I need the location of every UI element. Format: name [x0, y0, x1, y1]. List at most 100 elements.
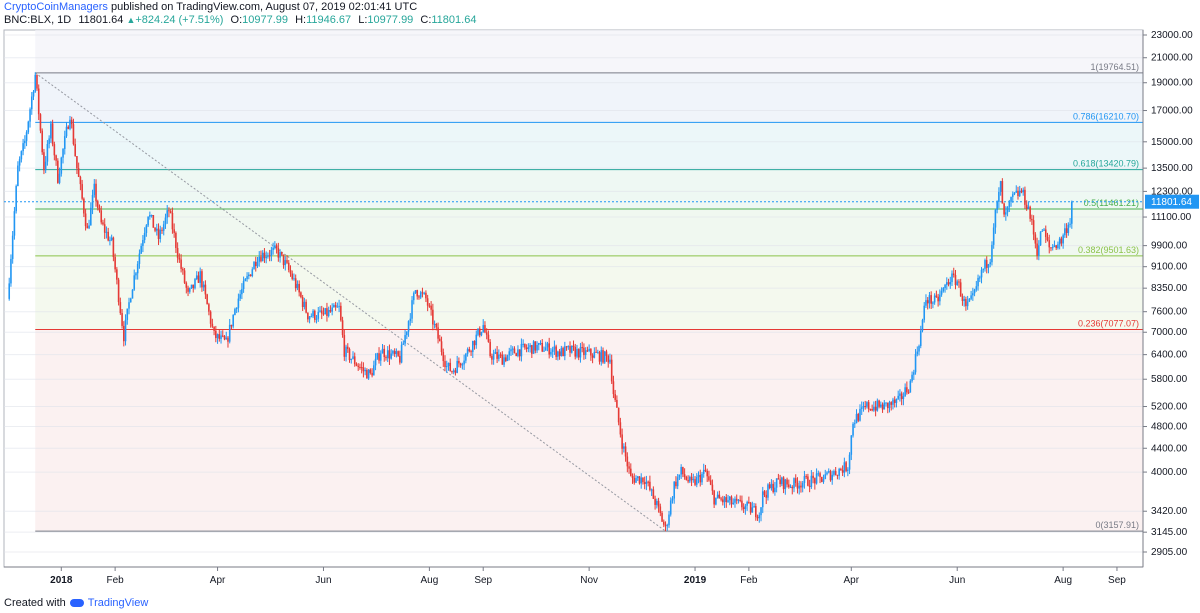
candle-body [1058, 238, 1061, 245]
candle-body [90, 207, 92, 226]
candle-body [982, 268, 985, 270]
candle-body [1038, 245, 1040, 256]
candle-body [29, 109, 31, 122]
candle-body [742, 507, 745, 510]
candle-body [932, 302, 934, 304]
candle-body [199, 271, 201, 283]
candle-body [956, 281, 959, 286]
candle-body [39, 114, 42, 131]
candle-body [53, 144, 56, 156]
candle-body [867, 402, 870, 410]
candle-body [1020, 190, 1023, 193]
candle-body [1027, 206, 1030, 209]
author-link[interactable]: CryptoCoinManagers [4, 1, 108, 13]
candle-body [131, 289, 134, 299]
candle-body [143, 232, 146, 241]
candle-body [338, 305, 340, 307]
candle-body [22, 143, 24, 152]
candle-body [946, 282, 948, 285]
candle-body [713, 490, 715, 505]
fib-level-label: 0.236(7077.07) [1078, 319, 1139, 329]
candle-body [1025, 204, 1028, 209]
candle-body [784, 479, 787, 490]
candle-body [482, 325, 485, 332]
candle-body [234, 309, 236, 316]
candle-body [386, 350, 389, 359]
candle-body [235, 307, 238, 310]
candle-body [187, 287, 189, 292]
candle-body [560, 348, 563, 356]
ohlc-line: BNC:BLX, 1D 11801.64 ▲+824.24 (+7.51%) O… [4, 14, 1194, 27]
candle-body [662, 521, 665, 525]
candle-body [301, 297, 304, 307]
candle-body [555, 346, 557, 357]
candle-body [79, 176, 82, 185]
candle-body [779, 479, 781, 485]
candle-body [952, 273, 955, 276]
candle-body [562, 348, 564, 357]
candle-body [237, 298, 240, 308]
candle-body [251, 269, 254, 277]
candle-body [218, 334, 221, 339]
candle-body [590, 348, 592, 356]
candle-body [695, 477, 698, 485]
last-price-marker-label: 11801.64 [1151, 197, 1192, 208]
candle-body [723, 497, 726, 503]
candle-body [529, 345, 531, 348]
candle-body [471, 340, 474, 353]
candle-body [829, 471, 832, 481]
candle-body [258, 256, 261, 262]
candle-body [746, 501, 748, 506]
candle-body [30, 96, 33, 110]
candle-body [152, 215, 155, 228]
candle-body [135, 273, 137, 276]
candle-body [572, 345, 575, 348]
candle-body [692, 479, 695, 481]
candle-body [685, 477, 688, 480]
candle-body [397, 351, 399, 356]
candle-body [900, 393, 903, 400]
tradingview-brand[interactable]: TradingView [87, 597, 149, 609]
candle-body [881, 404, 884, 410]
candle-body [298, 283, 300, 293]
candle-body [593, 351, 596, 358]
candle-body [704, 469, 707, 471]
candle-body [379, 353, 382, 361]
candle-body [1048, 240, 1051, 248]
candle-body [909, 380, 912, 393]
candle-body [577, 348, 580, 358]
price-tick-label: 17000.00 [1151, 106, 1193, 117]
candle-body [871, 409, 873, 411]
candle-body [694, 479, 696, 485]
fib-level-label: 0.618(13420.79) [1073, 159, 1139, 169]
candle-body [518, 349, 521, 357]
candle-body [136, 263, 139, 274]
candle-body [496, 351, 498, 359]
candle-body [666, 525, 669, 527]
candle-body [642, 477, 644, 483]
chart-header: CryptoCoinManagers published on TradingV… [4, 1, 1194, 29]
candle-body [987, 264, 990, 268]
candle-body [664, 524, 667, 526]
low-label: L: [358, 14, 368, 26]
candle-body [432, 309, 434, 325]
candle-body [37, 88, 40, 115]
candle-body [862, 406, 865, 408]
candle-body [1065, 228, 1068, 234]
candle-body [178, 257, 181, 260]
candle-body [753, 506, 755, 508]
candle-body [183, 270, 186, 283]
candle-body [916, 351, 919, 355]
candle-body [336, 306, 339, 308]
candle-body [220, 335, 222, 339]
candle-body [1067, 224, 1070, 234]
time-tick-label: Sep [474, 575, 492, 586]
candle-body [341, 320, 344, 336]
last-price: 11801.64 [78, 14, 124, 26]
candle-body [378, 353, 380, 361]
candle-body [1044, 229, 1047, 238]
close-value: 11801.64 [431, 14, 477, 26]
candle-body [583, 347, 585, 356]
candle-body [702, 469, 705, 474]
